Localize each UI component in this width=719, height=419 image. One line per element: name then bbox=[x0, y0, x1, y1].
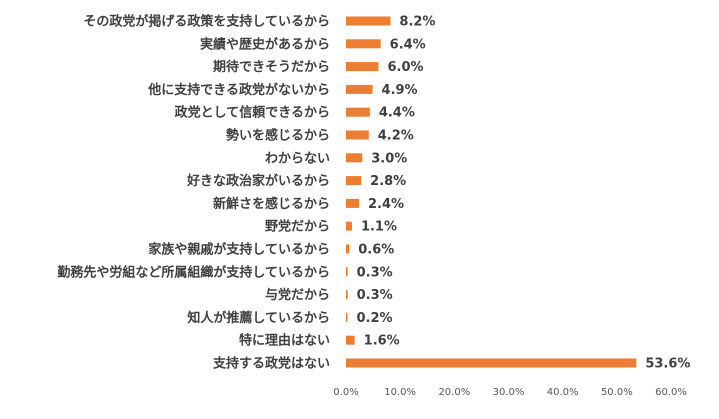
bars-group bbox=[346, 16, 637, 368]
bar bbox=[346, 16, 391, 26]
category-label: 期待できそうだから bbox=[213, 59, 330, 75]
category-label: 実績や歴史があるから bbox=[200, 36, 330, 52]
category-label: 勤務先や労組など所属組織が支持しているから bbox=[57, 264, 330, 280]
data-label: 8.2% bbox=[399, 15, 435, 30]
data-label: 4.2% bbox=[378, 129, 414, 144]
category-label: その政党が掲げる政策を支持しているから bbox=[83, 14, 330, 30]
category-label: 政党として信頼できるから bbox=[175, 105, 330, 121]
bar bbox=[346, 221, 352, 231]
data-label: 0.6% bbox=[358, 243, 394, 258]
data-label: 1.6% bbox=[364, 334, 400, 349]
data-label: 2.4% bbox=[368, 197, 404, 212]
data-label: 6.0% bbox=[388, 60, 424, 75]
data-label: 4.9% bbox=[382, 83, 418, 98]
data-label: 53.6% bbox=[645, 357, 690, 372]
bar bbox=[346, 84, 373, 94]
category-label: 新鮮さを感じるから bbox=[213, 196, 330, 212]
bar bbox=[346, 153, 363, 163]
bar bbox=[346, 107, 370, 117]
category-label: 家族や親戚が支持しているから bbox=[148, 242, 330, 258]
bar bbox=[346, 358, 637, 368]
x-tick-label: 20.0% bbox=[438, 387, 470, 398]
data-label: 2.8% bbox=[370, 174, 406, 189]
category-label: 野党だから bbox=[265, 219, 330, 235]
bar bbox=[346, 312, 348, 322]
bar bbox=[346, 130, 369, 140]
bar bbox=[346, 244, 350, 254]
bar bbox=[346, 198, 359, 208]
x-tick-label: 40.0% bbox=[547, 387, 579, 398]
category-label: 特に理由はない bbox=[239, 333, 330, 349]
bar bbox=[346, 176, 362, 186]
bar bbox=[346, 39, 381, 49]
x-axis-ticks-group: 0.0% 10.0% 20.0% 30.0% 40.0% 50.0% 60.0% bbox=[333, 387, 687, 398]
bar bbox=[346, 290, 348, 300]
bar bbox=[346, 267, 348, 277]
x-tick-label: 60.0% bbox=[655, 387, 687, 398]
bar bbox=[346, 335, 355, 345]
data-label: 4.4% bbox=[379, 106, 415, 121]
x-tick-label: 50.0% bbox=[601, 387, 633, 398]
category-label: 知人が推薦しているから bbox=[187, 310, 330, 326]
x-tick-label: 10.0% bbox=[384, 387, 416, 398]
data-label: 0.3% bbox=[357, 288, 393, 303]
x-tick-label: 0.0% bbox=[333, 387, 358, 398]
category-label: 与党だから bbox=[265, 287, 330, 303]
bar bbox=[346, 62, 379, 72]
category-label: 支持する政党はない bbox=[212, 356, 330, 372]
category-label: 勢いを感じるから bbox=[226, 128, 330, 144]
category-label: 他に支持できる政党がないから bbox=[147, 82, 330, 98]
data-label: 0.3% bbox=[357, 265, 393, 280]
data-label: 6.4% bbox=[390, 37, 426, 52]
data-label: 0.2% bbox=[357, 311, 393, 326]
x-tick-label: 30.0% bbox=[493, 387, 525, 398]
category-label: 好きな政治家がいるから bbox=[186, 173, 330, 189]
value-labels-group: 8.2% 6.4% 6.0% 4.9% 4.4% 4.2% 3.0% 2.8% 2.4% 1.1%… bbox=[357, 15, 691, 372]
data-label: 1.1% bbox=[361, 220, 397, 235]
data-label: 3.0% bbox=[371, 151, 407, 166]
category-labels-group: その政党が掲げる政策を支持しているから実績や歴史があるから期待できそうだから他に… bbox=[57, 14, 330, 372]
category-label: わからない bbox=[265, 151, 330, 166]
